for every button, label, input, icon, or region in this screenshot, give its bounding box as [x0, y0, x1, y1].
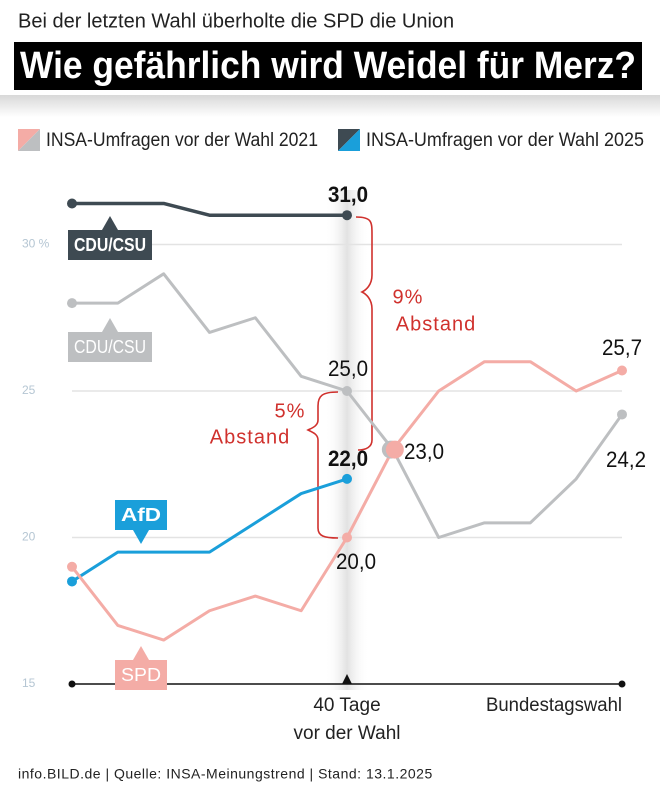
chart-title: Wie gefährlich wird Weidel für Merz?: [20, 45, 636, 87]
series-line: [71, 477, 348, 583]
point: [617, 365, 627, 376]
point: [617, 409, 627, 420]
y-tick-label: 15: [22, 676, 36, 690]
point: [67, 298, 77, 309]
series-name: CDU/CSU: [74, 235, 146, 255]
value-label: 25,0: [328, 356, 368, 381]
series-tag-pointer: [133, 646, 149, 660]
legend-label: INSA-Umfragen vor der Wahl 2021: [46, 130, 318, 151]
point: [342, 386, 352, 396]
value-label: 25,7: [602, 335, 642, 360]
series-name: CDU/CSU: [74, 337, 146, 357]
y-tick-label: 25: [22, 383, 36, 397]
value-label: 20,0: [336, 549, 376, 574]
axis-dot: [68, 680, 76, 688]
y-tick-label: 30 %: [22, 237, 50, 251]
annotation: Abstand: [210, 426, 290, 448]
series-tag-pointer: [102, 216, 118, 230]
value-label: 23,0: [404, 439, 444, 464]
source: info.BILD.de | Quelle: INSA-Meinungstren…: [18, 766, 433, 782]
series-tag: [68, 332, 152, 362]
series-name: SPD: [121, 665, 161, 685]
value-label: 24,2: [606, 447, 646, 472]
subtitle: Bei der letzten Wahl überholte die SPD d…: [18, 10, 454, 32]
legend-label: INSA-Umfragen vor der Wahl 2025: [366, 130, 644, 151]
point: [342, 210, 352, 221]
axis-dot: [618, 680, 626, 688]
annotation: Abstand: [396, 313, 476, 335]
series-tag: [115, 660, 167, 690]
value-label: 31,0: [328, 182, 368, 207]
point: [67, 561, 77, 572]
annotation: 9%: [393, 286, 424, 308]
title-bar: [14, 42, 642, 90]
annotation: 5%: [275, 400, 306, 422]
legend-swatch: [18, 129, 40, 151]
series-line: [72, 201, 347, 217]
legend-swatch: [338, 129, 360, 151]
x-tick-label: 40 Tage vor der Wahl: [294, 695, 401, 744]
series-name: AfD: [121, 505, 161, 525]
bracket: [306, 391, 339, 539]
x-tick: [342, 674, 352, 684]
point: [342, 532, 352, 543]
header-shadow: [0, 95, 660, 117]
series-tag: [68, 230, 152, 260]
series-tag: [115, 500, 167, 530]
series-tag-pointer: [133, 530, 149, 544]
y-tick-label: 20: [22, 530, 36, 544]
point: [385, 440, 404, 459]
series-tag-pointer: [102, 318, 118, 332]
point: [342, 473, 352, 484]
value-label: 22,0: [328, 446, 368, 471]
x-tick-label: Bundestagswahl: [486, 695, 622, 716]
highlight-band: [325, 190, 369, 690]
point: [67, 198, 77, 209]
bracket: [355, 216, 373, 451]
point: [67, 576, 77, 587]
